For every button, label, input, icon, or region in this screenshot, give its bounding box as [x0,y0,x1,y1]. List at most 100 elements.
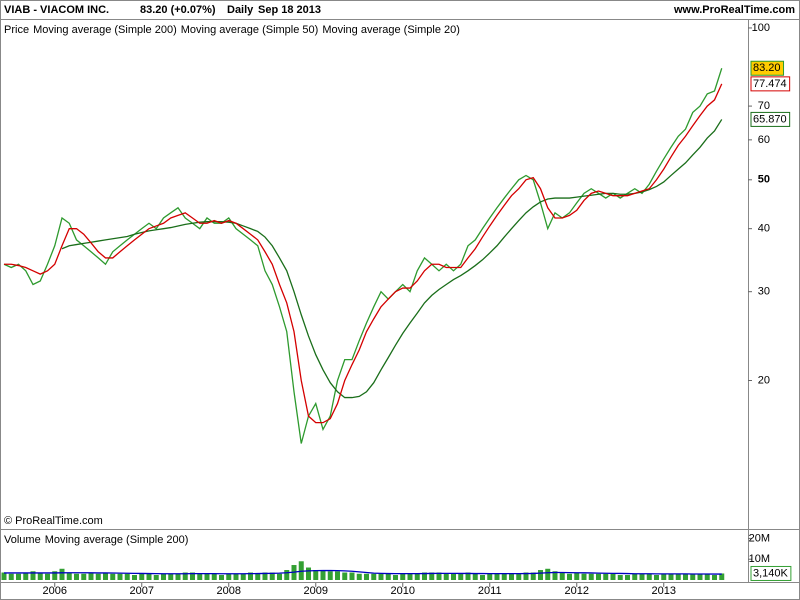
volume-bar [168,573,174,580]
volume-bar [37,572,43,580]
value-tag-label: 65.870 [753,113,787,125]
volume-bar [284,570,290,580]
volume-bar [393,575,398,580]
volume-bar [66,572,72,580]
volume-bar [349,572,355,580]
volume-bar [327,571,333,580]
volume-bar [182,572,188,580]
volume-bar [74,573,79,580]
volume-bar [161,573,166,580]
volume-bar [52,571,58,580]
symbol: VIAB - VIACOM INC. [4,4,109,16]
value-tag-label: 77.474 [753,78,787,90]
volume-bar [124,573,130,580]
x-tick-label: 2007 [130,585,154,597]
volume-bar [342,572,348,580]
x-tick-label: 2013 [652,585,676,597]
legend-entry: Moving average (Simple 20) [322,24,460,36]
volume-bar [117,573,123,580]
volume-bar [530,572,536,580]
volume-bar [16,573,21,580]
series-line [4,569,722,575]
volume-bar [545,568,551,580]
x-tick-label: 2008 [217,585,241,597]
x-tick-label: 2011 [478,585,502,597]
volume-bar [472,573,478,580]
volume-bar [356,573,362,580]
volume-bar [1,572,7,580]
volume-bar [516,573,522,580]
volume-bar [175,573,181,580]
volume-bar [378,573,384,580]
value-tag [750,565,792,581]
y-tick-label: 100 [752,22,770,34]
volume-bar [712,575,717,580]
volume-bar [538,570,543,580]
volume-bar [552,571,558,580]
volume-bar [451,573,456,580]
legend-entry: Moving average (Simple 200) [45,534,189,546]
volume-bar [559,572,565,580]
volume-bar [320,570,326,580]
volume-bar [23,572,29,580]
volume-bar [139,573,145,580]
volume-bar [240,573,246,580]
volume-bar [422,572,427,580]
volume-bar [523,572,529,580]
volume-bar [277,573,282,580]
volume-bar [197,573,203,580]
volume-bar [654,575,659,580]
volume-bar [646,573,652,580]
volume-bar [574,572,580,580]
legend-entry: Volume [4,534,41,546]
volume-bar [226,573,232,580]
volume-bar [190,572,195,580]
volume-bar [335,571,340,580]
volume-bar [501,573,507,580]
watermark: © ProRealTime.com [4,515,103,527]
volume-bar [610,573,616,580]
x-tick-label: 2010 [391,585,415,597]
y-tick-label: 20M [749,532,770,544]
volume-bar [153,575,159,580]
legend-entry: Moving average (Simple 200) [33,24,177,36]
volume-bar [719,573,725,580]
volume-bar [509,573,514,580]
legend-entry: Price [4,24,29,36]
x-tick-label: 2012 [565,585,589,597]
series-line [61,119,723,399]
volume-bar [400,573,406,580]
value-tag [750,111,791,127]
volume-bar [697,573,703,580]
volume-bar [59,568,65,580]
value-tag-label: 3,140K [753,567,789,579]
volume-bar [248,572,253,580]
volume-bar [567,573,572,580]
volume-bar [407,573,413,580]
volume-bar [617,575,623,580]
volume-bar [103,572,108,580]
series-line [3,68,723,444]
site: www.ProRealTime.com [673,4,795,16]
volume-bar [414,573,420,580]
volume-bar [632,573,638,580]
volume-bar [675,573,681,580]
volume-bar [269,572,275,580]
y-tick-label: 40 [758,223,770,235]
y-tick-label: 60 [758,134,770,146]
volume-bar [255,573,261,580]
y-tick-label: 70 [758,100,770,112]
volume-bar [668,573,674,580]
volume-bar [603,573,609,580]
volume-bar [588,573,594,580]
volume-bar [233,573,239,580]
volume-bar [487,573,493,580]
volume-bar [385,573,391,580]
volume-bar [436,572,442,580]
volume-bar [661,573,667,580]
y-tick-label: 50 [758,174,770,186]
volume-bar [429,572,435,580]
volume-bar [480,575,485,580]
